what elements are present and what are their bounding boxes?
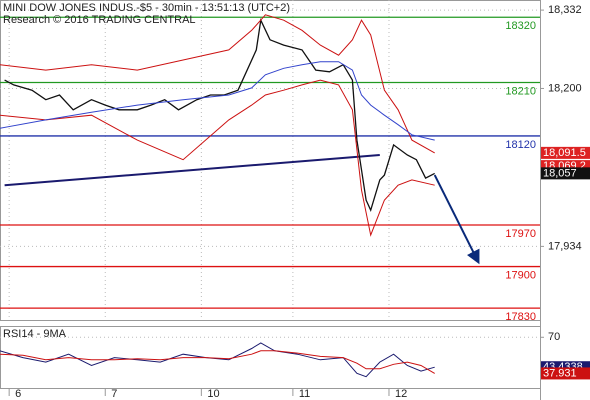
level-label: 18120 — [505, 139, 536, 151]
trendline — [4, 154, 380, 187]
chart-title: RSI14 - 9MA — [3, 328, 67, 340]
level-label: 17970 — [505, 228, 536, 240]
value-tag-label: 37.931 — [543, 367, 577, 379]
series-line — [0, 350, 435, 374]
main-panel — [0, 0, 541, 321]
y-tick-label: 18,332 — [548, 4, 582, 16]
series-line — [0, 14, 435, 154]
price-tag-label: 18,091.5 — [543, 147, 586, 159]
y-tick-label: 18,200 — [548, 82, 582, 94]
level-label: 17830 — [505, 311, 536, 323]
chart-title: MINI DOW JONES INDUS.-$5 - 30min - 13:51… — [3, 2, 290, 14]
forecast-arrow — [433, 174, 480, 265]
level-label: 18210 — [505, 85, 536, 97]
price-tag-label: 18,057 — [543, 167, 577, 179]
x-tick-label: 12 — [395, 388, 407, 400]
x-tick-label: 6 — [15, 388, 21, 400]
rsi-panel — [0, 326, 541, 389]
series-line — [0, 342, 435, 378]
x-tick-label: 10 — [207, 388, 219, 400]
y-tick-label: 70 — [548, 331, 560, 343]
x-tick-label: 11 — [299, 388, 310, 400]
chart-subtitle: Research © 2016 TRADING CENTRAL — [3, 14, 196, 26]
price-tag — [541, 146, 590, 159]
price-tag — [541, 167, 590, 180]
series-line — [0, 79, 435, 237]
level-label: 17900 — [505, 269, 536, 281]
series-line — [0, 61, 435, 141]
series-line — [4, 17, 435, 213]
value-tag — [541, 367, 590, 380]
y-tick-label: 17,934 — [548, 240, 582, 252]
x-tick-label: 7 — [111, 388, 117, 400]
level-label: 18320 — [505, 20, 536, 32]
